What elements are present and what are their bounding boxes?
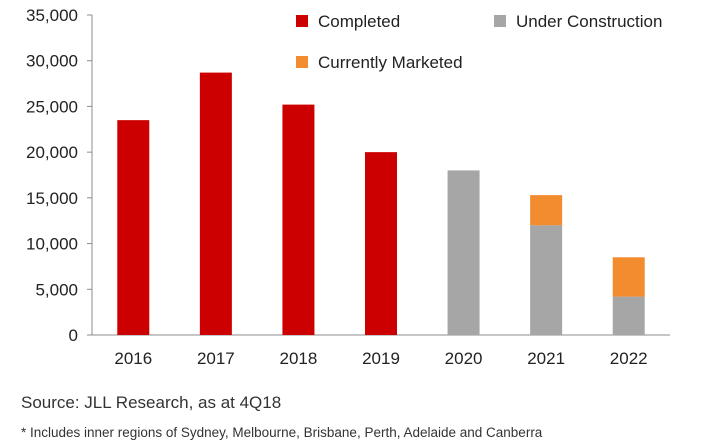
y-tick-label: 25,000 xyxy=(26,97,78,116)
y-tick-label: 30,000 xyxy=(26,52,78,71)
footnote: * Includes inner regions of Sydney, Melb… xyxy=(21,425,543,440)
y-tick-label: 20,000 xyxy=(26,143,78,162)
bar-under-construction-2022 xyxy=(612,296,645,335)
x-axis-ticks: 2016 2017 2018 2019 2020 2021 2022 xyxy=(114,349,647,368)
bars xyxy=(117,72,645,336)
y-tick-label: 0 xyxy=(69,326,78,345)
x-tick-label: 2020 xyxy=(445,349,483,368)
y-tick-label: 35,000 xyxy=(26,6,78,25)
legend-label-currently-marketed: Currently Marketed xyxy=(318,53,463,72)
x-tick-label: 2021 xyxy=(527,349,565,368)
y-tick-label: 10,000 xyxy=(26,235,78,254)
legend-label-under-construction: Under Construction xyxy=(516,12,662,31)
bar-under-construction-2020 xyxy=(447,170,480,335)
stacked-bar-chart: 0 5,000 10,000 15,000 20,000 25,000 30,000 35,0… xyxy=(26,6,670,368)
x-tick-label: 2022 xyxy=(610,349,648,368)
source-note: Source: JLL Research, as at 4Q18 xyxy=(21,393,282,412)
x-tick-label: 2016 xyxy=(114,349,152,368)
legend-swatch-currently-marketed xyxy=(296,56,308,68)
y-tick-label: 15,000 xyxy=(26,189,78,208)
bar-currently-marketed-2022 xyxy=(612,257,645,297)
legend-swatch-completed xyxy=(296,15,308,27)
bar-under-construction-2021 xyxy=(530,225,563,335)
legend-label-completed: Completed xyxy=(318,12,400,31)
bar-completed-2018 xyxy=(282,104,315,335)
x-tick-label: 2017 xyxy=(197,349,235,368)
x-tick-label: 2018 xyxy=(280,349,318,368)
bar-completed-2017 xyxy=(199,72,232,335)
legend-swatch-under-construction xyxy=(494,15,506,27)
bar-currently-marketed-2021 xyxy=(530,195,563,226)
legend: Completed Under Construction Currently Mar… xyxy=(296,12,662,72)
x-tick-label: 2019 xyxy=(362,349,400,368)
y-axis-ticks: 0 5,000 10,000 15,000 20,000 25,000 30,000 35,0… xyxy=(26,6,92,345)
bar-completed-2019 xyxy=(365,152,397,335)
bar-completed-2016 xyxy=(117,120,150,336)
y-tick-label: 5,000 xyxy=(35,280,78,299)
